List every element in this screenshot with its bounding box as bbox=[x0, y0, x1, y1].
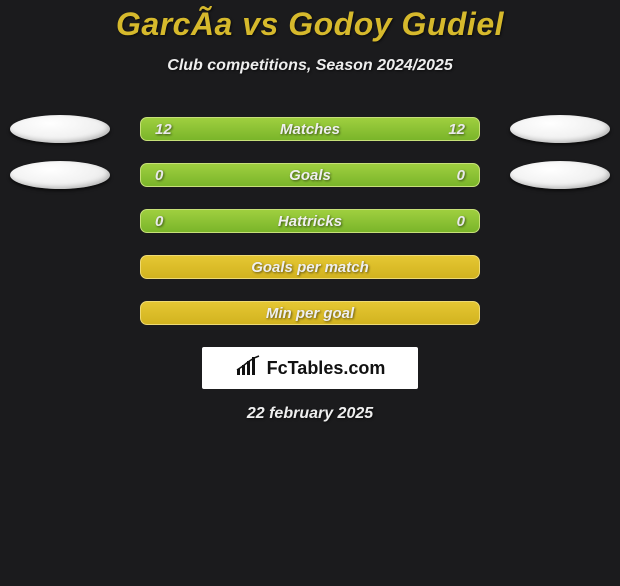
date-line: 22 february 2025 bbox=[0, 405, 620, 423]
stat-label: Hattricks bbox=[141, 213, 479, 230]
stat-value-left: 0 bbox=[155, 213, 163, 230]
player-right-avatar bbox=[510, 161, 610, 189]
stat-row: 0Goals0 bbox=[0, 163, 620, 187]
player-right-avatar bbox=[510, 115, 610, 143]
stat-value-right: 12 bbox=[448, 121, 465, 138]
stat-bar: 12Matches12 bbox=[140, 117, 480, 141]
stats-rows-container: 12Matches120Goals00Hattricks0Goals per m… bbox=[0, 117, 620, 325]
stat-value-right: 0 bbox=[457, 213, 465, 230]
logo-text: FcTables.com bbox=[267, 358, 386, 379]
stat-bar: Goals per match bbox=[140, 255, 480, 279]
stat-bar: 0Goals0 bbox=[140, 163, 480, 187]
page-title: GarcÃa vs Godoy Gudiel bbox=[0, 6, 620, 43]
player-left-avatar bbox=[10, 115, 110, 143]
chart-icon bbox=[235, 355, 261, 382]
stat-label: Goals bbox=[141, 167, 479, 184]
stat-bar: Min per goal bbox=[140, 301, 480, 325]
stat-row: Min per goal bbox=[0, 301, 620, 325]
stat-value-left: 12 bbox=[155, 121, 172, 138]
stat-value-right: 0 bbox=[457, 167, 465, 184]
stat-row: 12Matches12 bbox=[0, 117, 620, 141]
stat-bar: 0Hattricks0 bbox=[140, 209, 480, 233]
page-subtitle: Club competitions, Season 2024/2025 bbox=[0, 57, 620, 75]
stat-label: Goals per match bbox=[141, 259, 479, 276]
stat-label: Matches bbox=[141, 121, 479, 138]
logo-box: FcTables.com bbox=[202, 347, 418, 389]
stat-row: 0Hattricks0 bbox=[0, 209, 620, 233]
stat-row: Goals per match bbox=[0, 255, 620, 279]
stat-value-left: 0 bbox=[155, 167, 163, 184]
player-left-avatar bbox=[10, 161, 110, 189]
stat-label: Min per goal bbox=[141, 305, 479, 322]
